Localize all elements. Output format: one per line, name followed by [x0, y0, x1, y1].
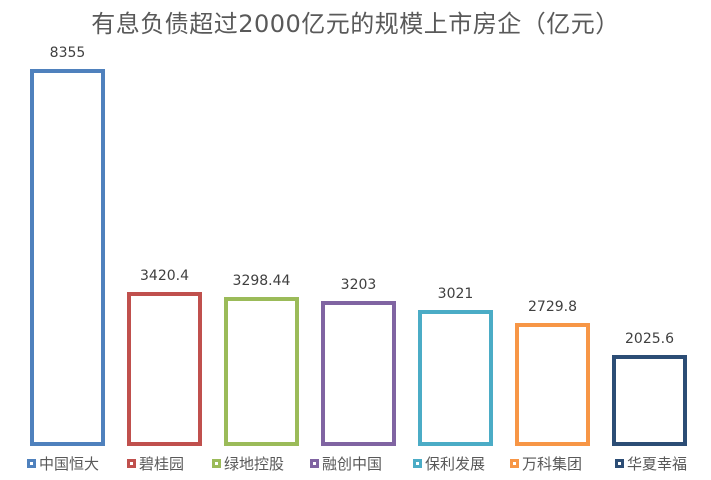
chart-title: 有息负债超过2000亿元的规模上市房企（亿元） [91, 10, 620, 38]
legend-label: 绿地控股 [224, 455, 285, 473]
data-label-greenland: 3298.44 [232, 273, 291, 289]
legend-swatch-icon [27, 459, 36, 468]
legend-item-evergrande[interactable]: 中国恒大 [27, 453, 99, 474]
legend-label: 万科集团 [522, 455, 583, 473]
legend-item-vanke[interactable]: 万科集团 [510, 453, 582, 474]
legend-swatch-icon [413, 459, 422, 468]
bar-poly [418, 310, 493, 446]
legend-swatch-icon [310, 459, 319, 468]
bar-greenland [224, 297, 299, 446]
legend-item-country-garden[interactable]: 碧桂园 [127, 453, 184, 474]
legend: 中国恒大 碧桂园 绿地控股 融创中国 保利发展 万科集团 华夏幸福 [0, 453, 711, 477]
legend-label: 华夏幸福 [627, 455, 688, 473]
legend-label: 碧桂园 [139, 455, 185, 473]
data-label-sunac: 3203 [340, 277, 377, 293]
data-label-evergrande: 8355 [49, 45, 86, 61]
legend-swatch-icon [510, 459, 519, 468]
legend-item-sunac[interactable]: 融创中国 [310, 453, 382, 474]
bar-evergrande [30, 69, 105, 446]
data-label-country-garden: 3420.4 [140, 268, 189, 284]
data-label-poly: 3021 [437, 286, 474, 302]
plot-area: 8355 3420.4 3298.44 3203 3021 2729.8 202… [30, 45, 687, 446]
data-label-vanke: 2729.8 [528, 299, 577, 315]
legend-item-cfld[interactable]: 华夏幸福 [615, 453, 687, 474]
bar-vanke [515, 323, 590, 446]
bar-sunac [321, 301, 396, 446]
legend-item-poly[interactable]: 保利发展 [413, 453, 485, 474]
legend-label: 保利发展 [425, 455, 486, 473]
legend-label: 融创中国 [322, 455, 383, 473]
data-label-cfld: 2025.6 [625, 331, 674, 347]
legend-item-greenland[interactable]: 绿地控股 [212, 453, 284, 474]
bar-country-garden [127, 292, 202, 446]
legend-swatch-icon [127, 459, 136, 468]
legend-swatch-icon [212, 459, 221, 468]
bar-cfld [612, 355, 687, 446]
legend-label: 中国恒大 [39, 455, 100, 473]
legend-swatch-icon [615, 459, 624, 468]
